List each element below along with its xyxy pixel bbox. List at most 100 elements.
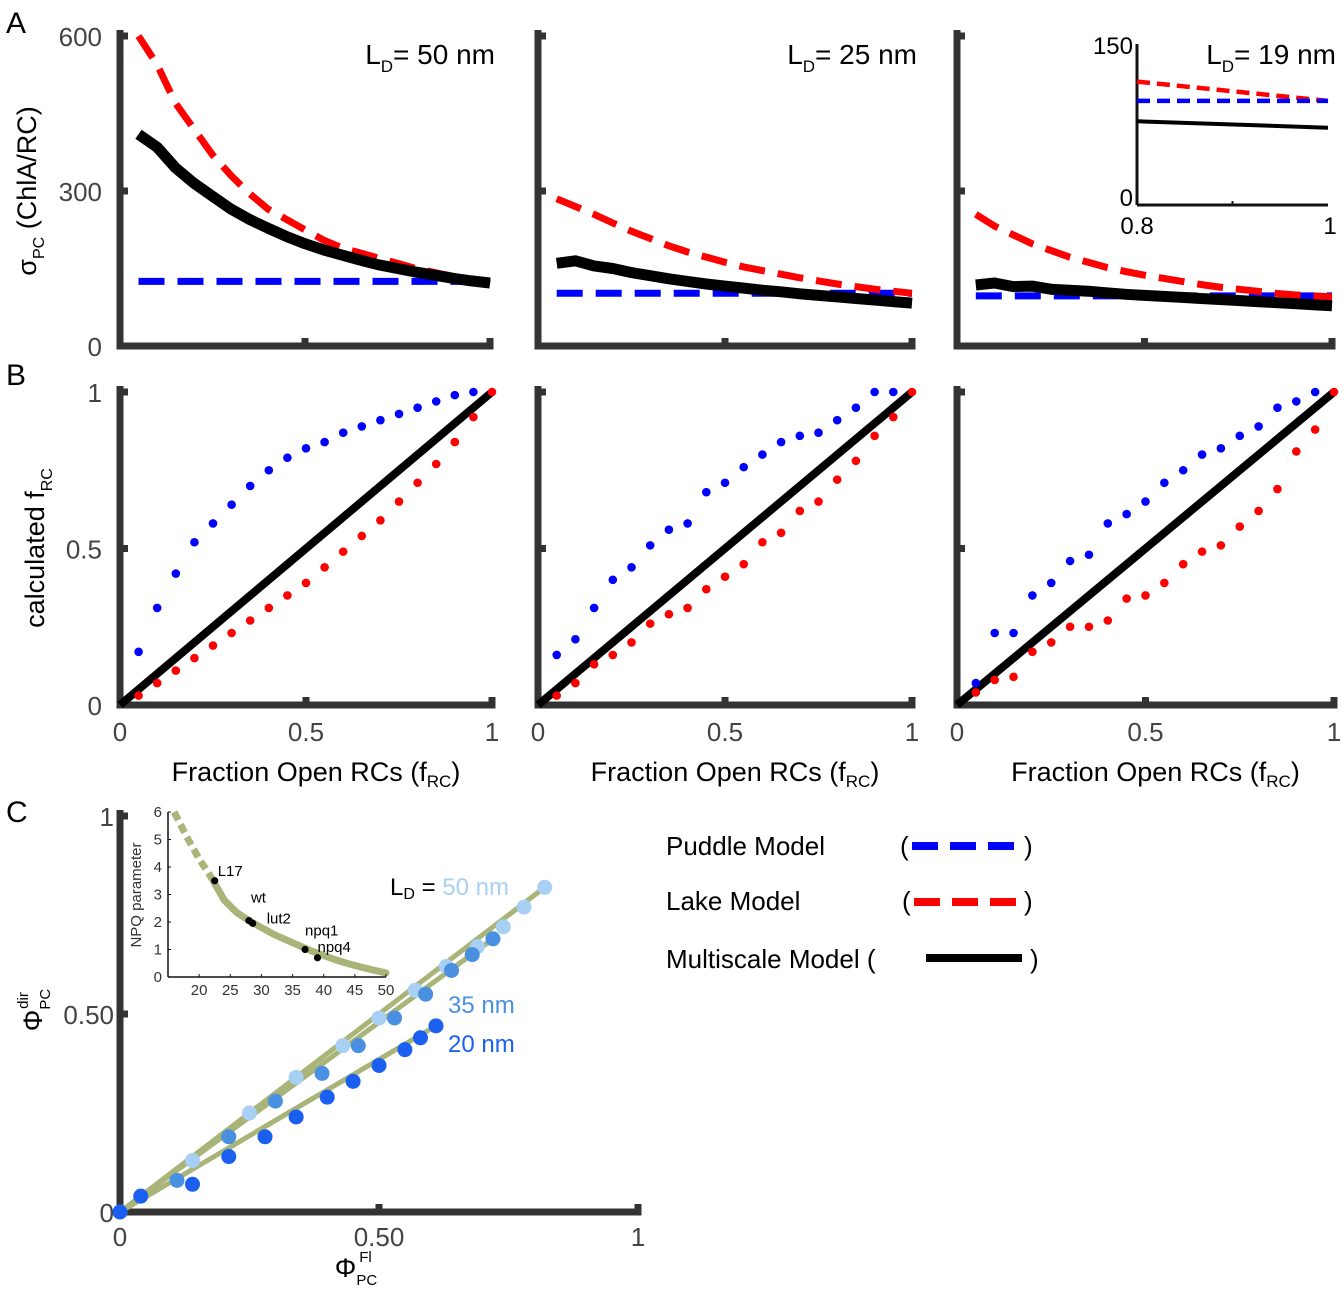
- lake-point: [413, 478, 422, 488]
- lake-point: [683, 603, 692, 613]
- xlabel-sub: RC: [427, 772, 452, 791]
- npq-curve-dashed: [171, 810, 215, 880]
- puddle-point: [776, 437, 786, 447]
- lake-point: [990, 675, 999, 685]
- puddle-point: [134, 647, 143, 657]
- fit-line-35-nm: [118, 936, 495, 1215]
- inset-x-tick-label: 0.8: [1120, 213, 1153, 240]
- x-tick-label: 1: [905, 717, 919, 747]
- ylabel-sub: PC: [31, 237, 48, 259]
- puddle-point: [1310, 387, 1320, 397]
- x-tick-label: 0: [531, 717, 545, 747]
- lake-point: [338, 547, 348, 556]
- puddle-point: [264, 465, 274, 475]
- lake-point: [1178, 559, 1188, 569]
- lake-point: [1292, 447, 1301, 456]
- puddle-point: [171, 569, 181, 578]
- y-tick-label: 0: [88, 691, 102, 721]
- puddle-point: [664, 525, 674, 535]
- lake-point: [152, 678, 162, 688]
- xlabel-sub: PC: [356, 1272, 377, 1289]
- xlabel-rest: ): [1291, 757, 1300, 787]
- ld-35-nm-point: [314, 1065, 330, 1081]
- puddle-point: [450, 390, 460, 400]
- puddle-point: [627, 562, 636, 572]
- puddle-point: [208, 519, 218, 528]
- ld-sub: D: [403, 886, 415, 903]
- inset-y-tick-label: 4: [154, 859, 162, 876]
- xlabel-rest: ): [451, 757, 460, 787]
- lake-point: [171, 666, 181, 675]
- x-axis-label: Fraction Open RCs (fRC): [1011, 757, 1300, 791]
- legend-puddle-close: ): [1024, 831, 1033, 861]
- lake-point: [702, 584, 711, 594]
- multiscale-line: [535, 388, 915, 709]
- inset-x-tick-label: 1: [1323, 213, 1336, 240]
- legend-multi-label: Multiscale Model (: [666, 944, 876, 974]
- lake-point: [394, 497, 404, 506]
- ld-35-nm-point: [387, 1010, 403, 1026]
- ld-prefix: L: [390, 874, 403, 901]
- x-axis-label: Fraction Open RCs (fRC): [591, 757, 880, 791]
- puddle-point: [990, 628, 999, 638]
- lake-point: [227, 628, 236, 638]
- ld-20-nm-point: [345, 1073, 361, 1089]
- puddle-point: [571, 634, 580, 644]
- x-tick-label: 1: [1327, 717, 1341, 747]
- puddle-point: [1065, 556, 1075, 566]
- puddle-point: [431, 397, 441, 406]
- multiscale-line: [117, 388, 495, 709]
- ld-20-nm-point: [221, 1149, 237, 1165]
- ld-50-nm-point: [516, 899, 532, 915]
- puddle-point: [152, 603, 162, 613]
- inset-x-tick-label: 30: [253, 982, 270, 999]
- ld-35-nm-point: [444, 962, 460, 978]
- legend-multi-close: ): [1030, 944, 1039, 974]
- title-main: L: [787, 39, 803, 70]
- puddle-point: [301, 444, 311, 453]
- puddle-point: [357, 422, 367, 431]
- x-tick-label: 0.50: [354, 1222, 405, 1252]
- puddle-point: [683, 519, 692, 528]
- puddle-point: [889, 387, 898, 397]
- lake-point: [1046, 638, 1056, 647]
- ld-50-nm-point: [495, 919, 511, 935]
- panel-label-a: A: [6, 7, 26, 40]
- npq-curve: [208, 874, 390, 977]
- legend-lake-label: Lake Model: [666, 886, 800, 916]
- y-axis-label: calculated fRC: [20, 468, 56, 628]
- puddle-point: [469, 387, 478, 397]
- y-tick-label: 300: [59, 177, 102, 207]
- inset-x-tick-label: 45: [347, 982, 364, 999]
- puddle-point: [1103, 519, 1113, 528]
- inset-x-tick-label: 50: [378, 982, 395, 999]
- multiscale-line: [954, 388, 1337, 709]
- lake-point: [571, 678, 580, 688]
- npq-point: [301, 945, 309, 954]
- inset-y-tick-label: 1: [154, 942, 162, 959]
- inset-x-tick-label: 35: [284, 982, 301, 999]
- xlabel-main: Fraction Open RCs (f: [172, 757, 428, 787]
- lake-point: [1028, 647, 1037, 657]
- ylabel-space: [12, 229, 42, 237]
- puddle-point: [589, 603, 599, 613]
- puddle-point: [1141, 497, 1150, 506]
- puddle-point: [851, 403, 861, 412]
- puddle-point: [376, 415, 385, 425]
- x-tick-label: 0: [113, 1222, 127, 1252]
- inset-y-tick-label: 3: [154, 887, 162, 904]
- lake-point: [245, 616, 255, 625]
- inset-y-tick-label: 0: [154, 969, 162, 986]
- lake-point: [1084, 622, 1094, 632]
- npq-point: [313, 954, 322, 962]
- x-axis-label: Fraction Open RCs (fRC): [172, 757, 461, 791]
- puddle-point: [758, 450, 767, 459]
- ld-20-nm-point: [319, 1089, 335, 1105]
- title-sub: D: [803, 57, 815, 76]
- xlabel-main: Fraction Open RCs (f: [1011, 757, 1267, 787]
- lake-point: [971, 688, 981, 697]
- npq-point-label: wt: [250, 890, 267, 907]
- ld-35-nm-point: [464, 947, 480, 963]
- y-axis-label: σPC (ChlA/RC): [12, 106, 48, 275]
